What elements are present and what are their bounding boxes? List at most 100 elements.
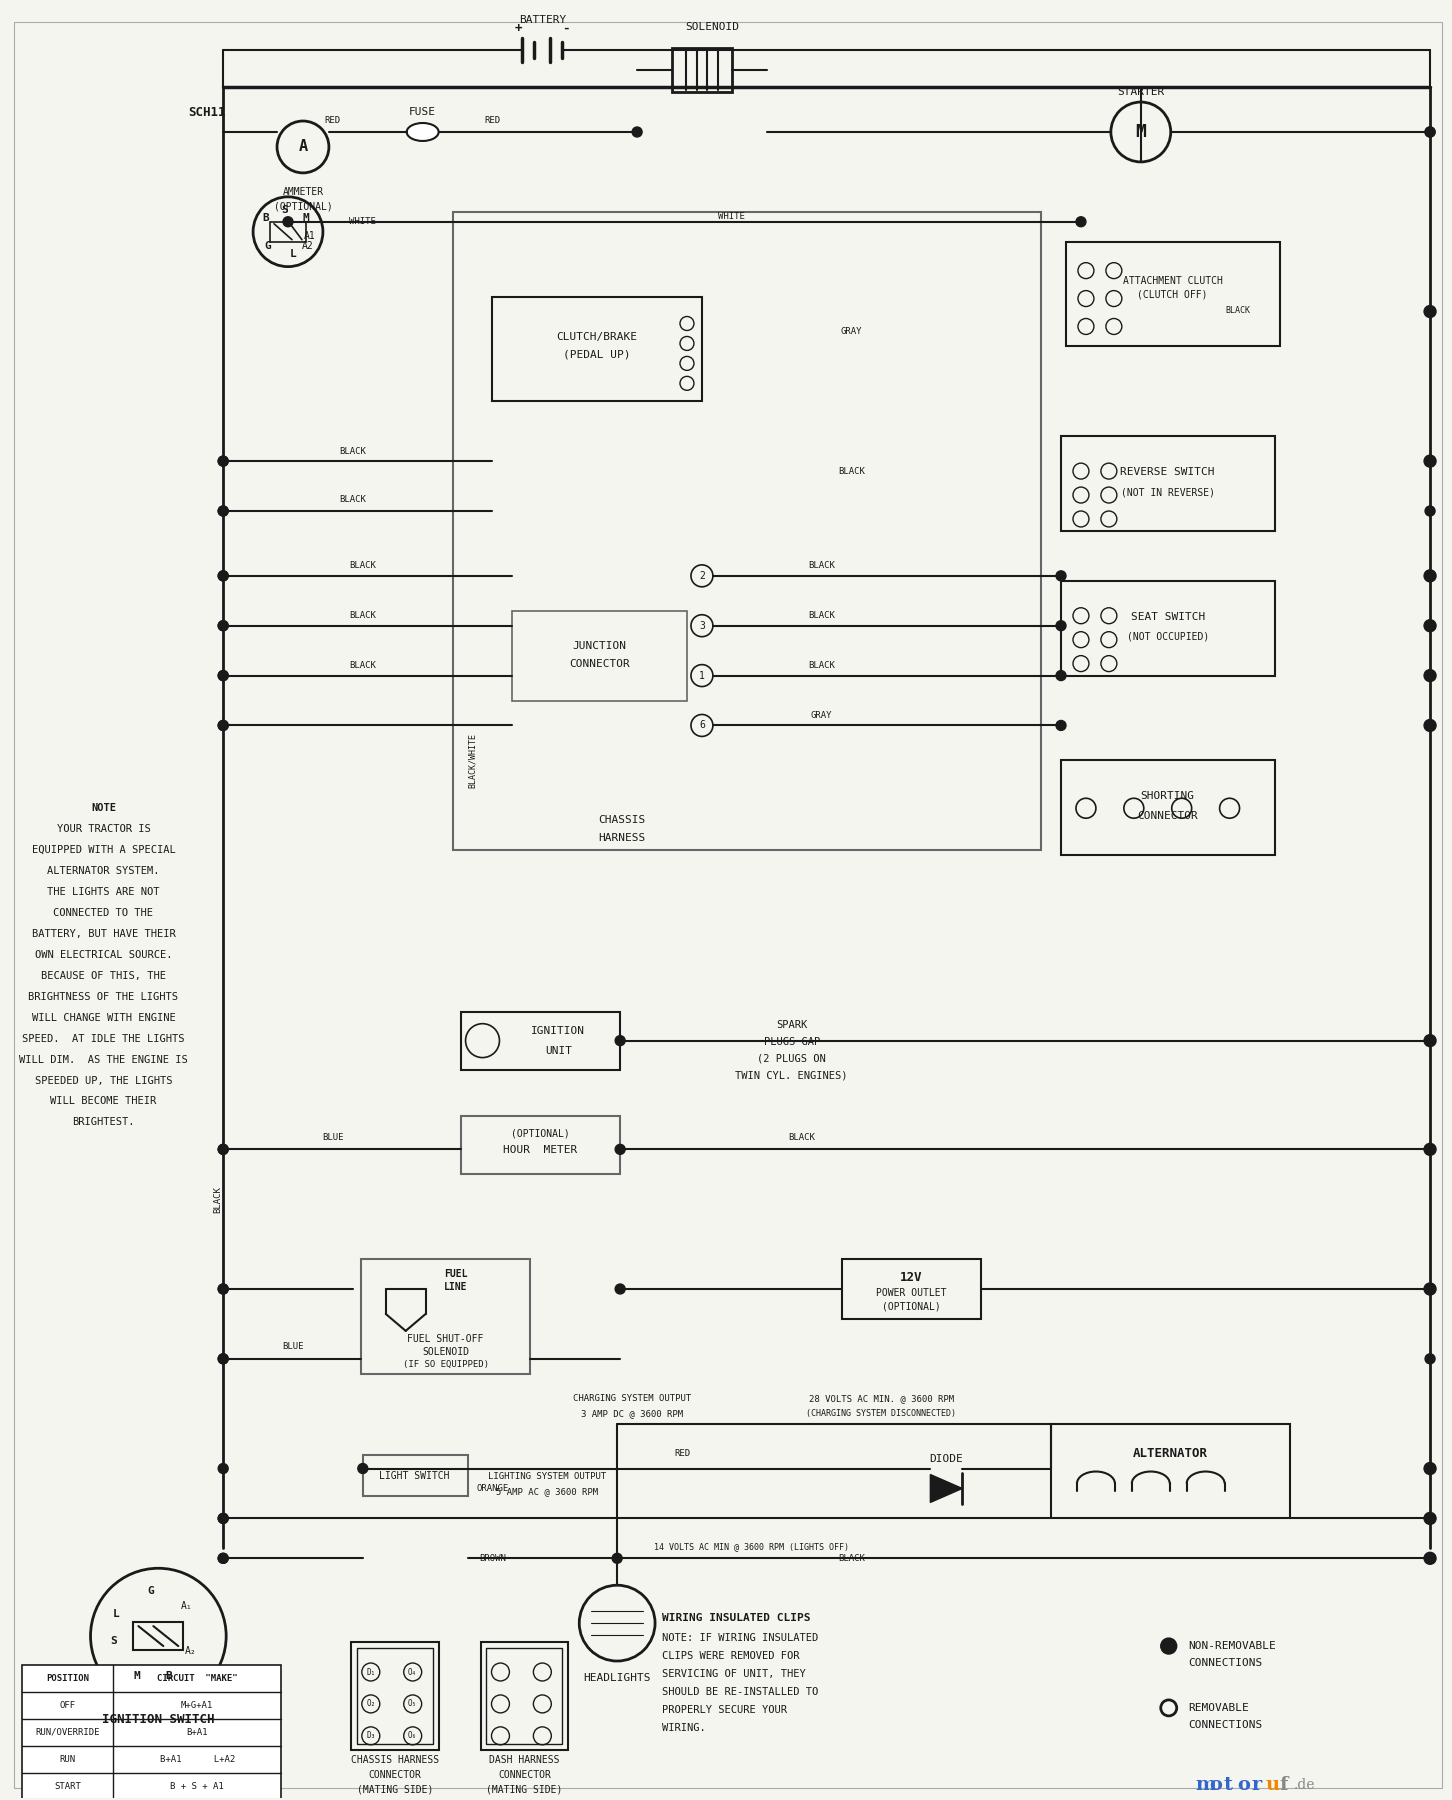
Text: G: G [147,1586,154,1597]
Text: BLACK: BLACK [809,661,835,670]
Text: A₁: A₁ [180,1602,192,1611]
Text: CONNECTOR: CONNECTOR [569,659,630,668]
Text: A1: A1 [303,230,317,241]
Text: POWER OUTLET: POWER OUTLET [876,1289,947,1298]
Text: NON-REMOVABLE: NON-REMOVABLE [1189,1642,1276,1651]
Text: SEAT SWITCH: SEAT SWITCH [1131,612,1205,621]
Text: (OPTIONAL): (OPTIONAL) [273,202,333,212]
Circle shape [1424,1463,1436,1474]
Text: A: A [299,139,308,155]
Bar [460,1012,620,1069]
Text: +: + [514,22,523,34]
Text: 6: 6 [698,720,704,731]
Text: CONNECTOR: CONNECTOR [498,1769,550,1780]
Text: (MATING SIDE): (MATING SIDE) [486,1784,562,1795]
Text: THE LIGHTS ARE NOT: THE LIGHTS ARE NOT [48,887,160,896]
Text: 14 VOLTS AC MIN @ 3600 RPM (LIGHTS OFF): 14 VOLTS AC MIN @ 3600 RPM (LIGHTS OFF) [655,1543,849,1552]
Text: AMMETER: AMMETER [282,187,324,196]
Text: (PEDAL UP): (PEDAL UP) [563,349,632,360]
Circle shape [218,1145,228,1154]
Circle shape [1424,1514,1435,1523]
Text: RUN/OVERRIDE: RUN/OVERRIDE [35,1728,100,1737]
Text: SHOULD BE RE-INSTALLED TO: SHOULD BE RE-INSTALLED TO [662,1687,819,1697]
Text: 12V: 12V [900,1271,922,1283]
Text: .de: .de [1294,1778,1316,1791]
Text: WILL CHANGE WITH ENGINE: WILL CHANGE WITH ENGINE [32,1013,176,1022]
Text: B + S + A1: B + S + A1 [170,1782,224,1791]
Circle shape [1424,128,1435,137]
Text: PLUGS GAP: PLUGS GAP [764,1037,820,1046]
Circle shape [1424,571,1435,581]
Circle shape [218,506,228,517]
Ellipse shape [407,122,439,140]
Circle shape [1424,621,1435,630]
Text: L: L [113,1609,121,1620]
Text: WIRING INSULATED CLIPS: WIRING INSULATED CLIPS [662,1613,810,1624]
Circle shape [1424,1463,1435,1474]
Text: DASH HARNESS: DASH HARNESS [489,1755,559,1764]
Text: CHARGING SYSTEM OUTPUT: CHARGING SYSTEM OUTPUT [574,1395,691,1404]
Circle shape [1424,1283,1435,1294]
Text: B+A1: B+A1 [186,1728,208,1737]
Text: 5 AMP AC @ 3600 RPM: 5 AMP AC @ 3600 RPM [497,1487,598,1496]
Circle shape [1424,1514,1435,1523]
Circle shape [632,128,642,137]
Text: (OPTIONAL): (OPTIONAL) [881,1301,941,1312]
Circle shape [218,720,228,731]
Text: O₆: O₆ [408,1732,417,1741]
Circle shape [1424,671,1435,680]
Text: G: G [264,241,272,250]
Circle shape [1056,621,1066,630]
Text: BLACK: BLACK [340,495,366,504]
Bar [842,1258,982,1319]
Text: BATTERY: BATTERY [518,14,566,25]
Circle shape [616,1035,626,1046]
Circle shape [357,1463,367,1474]
Text: M+G+A1: M+G+A1 [182,1701,213,1710]
Bar [1061,760,1275,855]
Text: JUNCTION: JUNCTION [572,641,626,650]
Text: SPEED.  AT IDLE THE LIGHTS: SPEED. AT IDLE THE LIGHTS [22,1033,184,1044]
Circle shape [1424,1035,1436,1046]
Text: OWN ELECTRICAL SOURCE.: OWN ELECTRICAL SOURCE. [35,950,173,959]
Circle shape [1424,1354,1435,1364]
Text: WIRING.: WIRING. [662,1723,706,1733]
Text: REMOVABLE: REMOVABLE [1189,1703,1249,1714]
Text: BLACK: BLACK [1225,306,1250,315]
Circle shape [218,621,228,630]
Text: HEADLIGHTS: HEADLIGHTS [584,1672,650,1683]
Text: NOTE: IF WIRING INSULATED: NOTE: IF WIRING INSULATED [662,1633,819,1643]
Text: WHITE: WHITE [350,218,376,227]
Circle shape [616,1145,626,1154]
Text: FUSE: FUSE [409,106,436,117]
Bar [513,610,687,700]
Text: A₂: A₂ [184,1645,196,1656]
Text: 2: 2 [698,571,704,581]
Bar [270,221,306,241]
Text: L: L [289,248,296,259]
Text: LIGHTING SYSTEM OUTPUT: LIGHTING SYSTEM OUTPUT [488,1472,607,1481]
Text: PROPERLY SECURE YOUR: PROPERLY SECURE YOUR [662,1705,787,1715]
Text: B+A1      L+A2: B+A1 L+A2 [160,1755,235,1764]
Text: LINE: LINE [444,1282,468,1292]
Text: (2 PLUGS ON: (2 PLUGS ON [758,1053,826,1064]
Text: WILL DIM.  AS THE ENGINE IS: WILL DIM. AS THE ENGINE IS [19,1055,187,1064]
Bar [134,1622,183,1651]
Text: (CLUTCH OFF): (CLUTCH OFF) [1137,290,1208,299]
Text: 3: 3 [698,621,704,630]
Circle shape [218,720,228,731]
Circle shape [616,1283,626,1294]
Text: B: B [166,1670,171,1681]
Bar [360,1258,530,1373]
Circle shape [1424,455,1435,466]
Text: CHASSIS: CHASSIS [598,815,646,824]
Circle shape [1424,128,1435,137]
Circle shape [218,671,228,680]
Text: RED: RED [674,1449,690,1458]
Text: A2: A2 [302,241,314,250]
Text: SOLENOID: SOLENOID [685,22,739,32]
Text: CONNECTIONS: CONNECTIONS [1189,1719,1263,1730]
Text: BLACK/WHITE: BLACK/WHITE [468,733,478,788]
Text: BLACK: BLACK [809,612,835,621]
Text: NOTE: NOTE [91,803,116,814]
